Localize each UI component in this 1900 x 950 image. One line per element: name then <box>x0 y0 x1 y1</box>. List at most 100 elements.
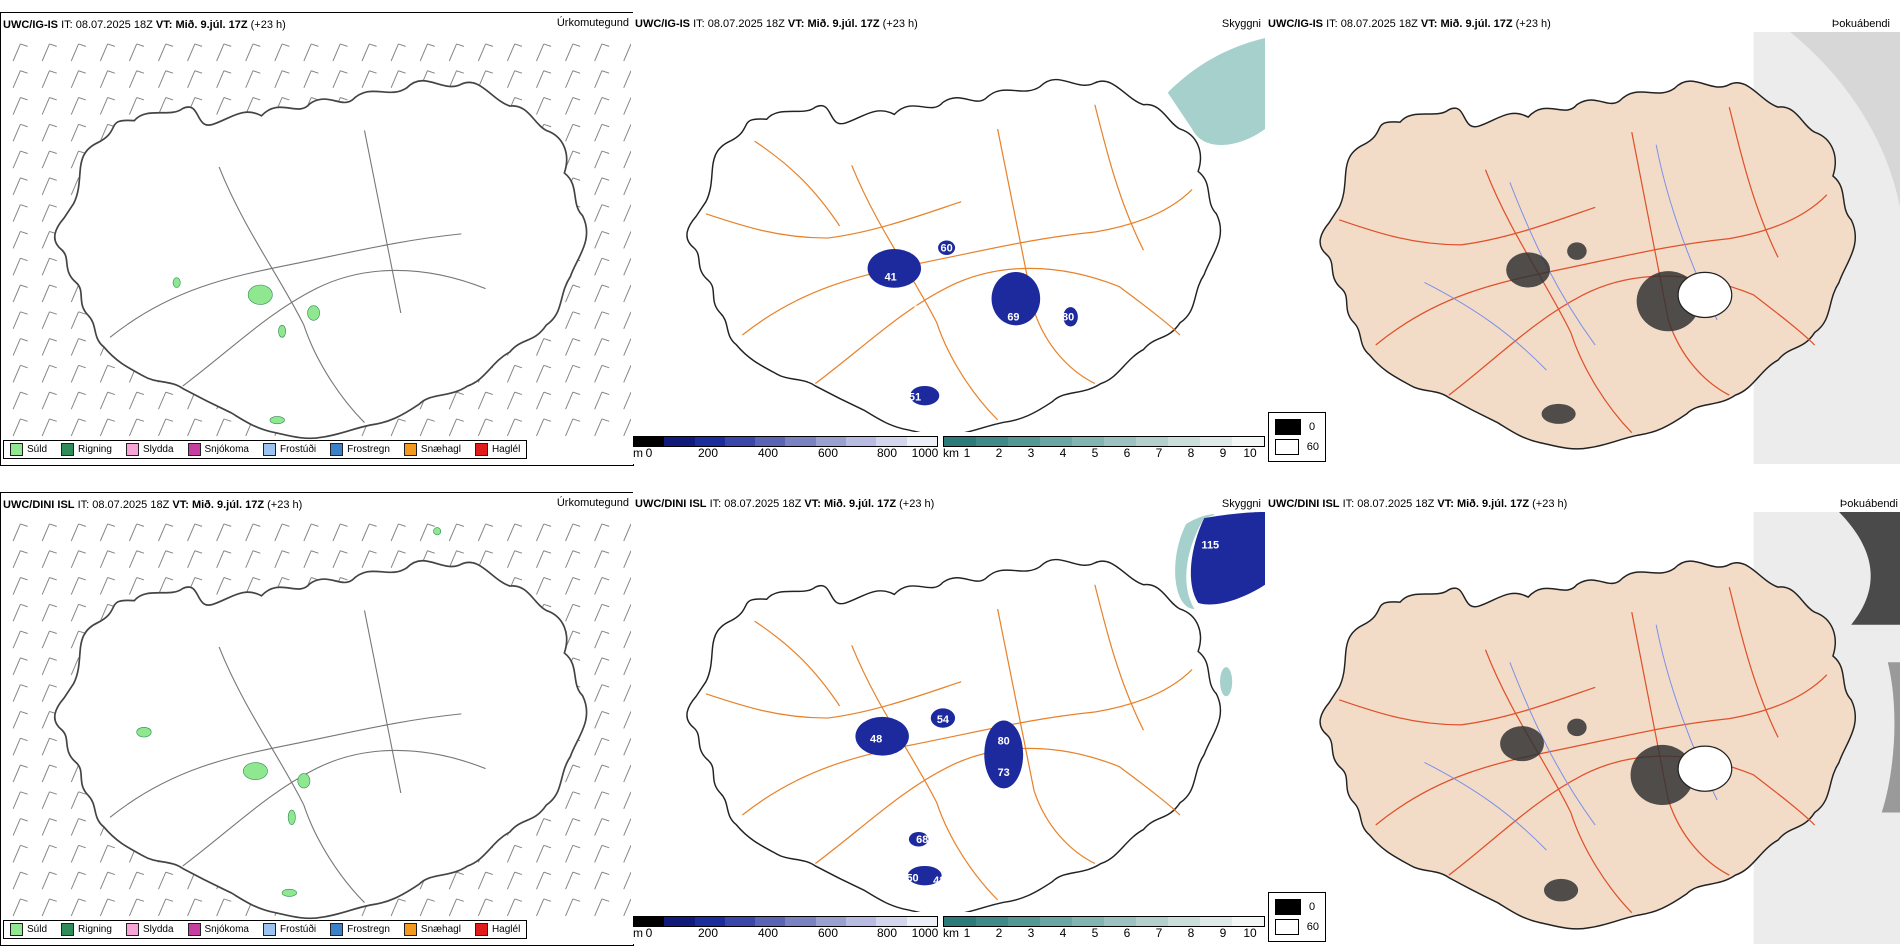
cbar-cell <box>1072 917 1104 926</box>
wind-barb <box>70 845 79 863</box>
wind-barb-flag <box>136 523 145 527</box>
wind-barb <box>506 365 516 383</box>
wind-barb-flag <box>252 97 261 101</box>
wind-barb-flag <box>456 43 464 47</box>
wind-barb <box>623 418 631 437</box>
cbar-tick: 4 <box>1059 926 1067 940</box>
wind-barb <box>477 391 487 410</box>
wind-barb <box>70 311 79 330</box>
wind-barb <box>41 284 50 303</box>
wind-barb-flag <box>601 844 610 849</box>
wind-barb-flag <box>194 577 203 581</box>
wind-barb-flag <box>572 844 581 849</box>
wind-barb-flag <box>281 523 290 527</box>
wind-barb-flag <box>20 630 28 634</box>
fog-swatch-white <box>1275 919 1299 935</box>
cbar-tick: 3 <box>1027 926 1035 940</box>
wind-barb-flag <box>514 577 523 581</box>
wind-barb <box>41 898 50 917</box>
wind-barb <box>419 418 428 437</box>
wind-barb <box>565 898 574 917</box>
wind-barb <box>216 523 225 542</box>
panel-title: UWC/DINI ISL IT: 08.07.2025 18Z VT: Mið.… <box>3 499 303 511</box>
wind-barb-flag <box>485 70 494 74</box>
cbar-cell <box>634 917 665 926</box>
legend-item: Rigning <box>61 923 112 936</box>
wind-barb-flag <box>78 791 86 795</box>
wind-barb-flag <box>49 818 57 822</box>
panel-fog-row1: UWC/IG-IS IT: 08.07.2025 18Z VT: Mið. 9.… <box>1266 12 1900 464</box>
wind-barb <box>158 70 167 88</box>
cbar-cell <box>755 917 786 926</box>
wind-barb <box>536 550 545 568</box>
swatch-hail <box>474 923 488 936</box>
wind-barb-flag <box>136 391 145 396</box>
wind-barb <box>41 871 50 890</box>
panel-precip-type-row1: UWC/IG-IS IT: 08.07.2025 18Z VT: Mið. 9.… <box>0 12 634 466</box>
wind-barb <box>70 764 79 783</box>
wind-barb <box>216 70 225 88</box>
swatch-drizzle <box>10 923 23 936</box>
wind-barb-flag <box>514 523 523 527</box>
wind-barb-flag <box>572 150 581 154</box>
cbar-cell <box>724 917 756 926</box>
wind-barb-flag <box>543 418 552 422</box>
wind-barb-flag <box>20 844 28 849</box>
wind-barb <box>361 550 370 568</box>
wind-barb-flag <box>543 523 552 527</box>
wind-barb <box>565 577 574 595</box>
vis-label: 80 <box>1062 311 1074 323</box>
wind-barb <box>594 604 603 622</box>
wind-barb <box>594 657 603 676</box>
wind-barb <box>594 684 603 702</box>
wind-barb-flag <box>78 364 86 369</box>
wind-barb-flag <box>78 391 86 396</box>
wind-barb <box>99 604 109 622</box>
wind-barb-flag <box>369 43 377 47</box>
wind-barb <box>70 70 79 88</box>
vis-label: 48 <box>870 733 882 745</box>
wind-barb <box>41 845 50 863</box>
wind-barb <box>41 711 50 729</box>
wind-barb <box>41 177 50 196</box>
wind-barb <box>506 550 516 568</box>
wind-barb <box>594 845 603 863</box>
wind-barb-flag <box>572 898 581 902</box>
wind-barb-flag <box>49 577 57 581</box>
precip-type-legend: Súld Rigning Slydda Snjókoma Frostúði Fr… <box>3 920 528 939</box>
wind-barb <box>12 711 21 729</box>
wind-barb <box>216 418 225 437</box>
wind-barb <box>70 818 79 836</box>
cbar-cell <box>846 917 877 926</box>
wind-barb-flag <box>456 871 464 876</box>
wind-barb <box>128 418 138 437</box>
wind-barb-flag <box>20 710 28 715</box>
wind-barb <box>99 898 109 917</box>
wind-barb-flag <box>20 150 28 154</box>
wind-barb-flag <box>485 418 494 422</box>
wind-barb <box>477 43 487 62</box>
wind-barb-flag <box>572 764 581 768</box>
wind-barb <box>274 43 283 62</box>
wind-barb <box>41 550 50 568</box>
vis-label: 42 <box>933 875 945 887</box>
wind-barb <box>623 365 631 383</box>
wind-barb <box>623 97 631 115</box>
wind-barb <box>12 523 21 542</box>
wind-barb-flag <box>20 123 28 128</box>
wind-barb <box>158 871 167 890</box>
cbar-cell <box>876 437 907 446</box>
panel-precip-type-row2: UWC/DINI ISL IT: 08.07.2025 18Z VT: Mið.… <box>0 492 634 946</box>
wind-barb <box>623 871 631 890</box>
wind-barb-flag <box>49 871 57 876</box>
fog-legend-row: 60 <box>1275 437 1319 457</box>
wind-barb-flag <box>427 418 435 422</box>
wind-barb <box>41 657 50 676</box>
wind-barb-flag <box>252 70 261 74</box>
wind-barb-flag <box>107 97 116 101</box>
wind-barb <box>12 177 21 196</box>
wind-barb <box>565 43 574 62</box>
wind-barb-flag <box>601 710 610 715</box>
cbar-cell <box>1040 917 1072 926</box>
wind-barb <box>41 418 50 437</box>
